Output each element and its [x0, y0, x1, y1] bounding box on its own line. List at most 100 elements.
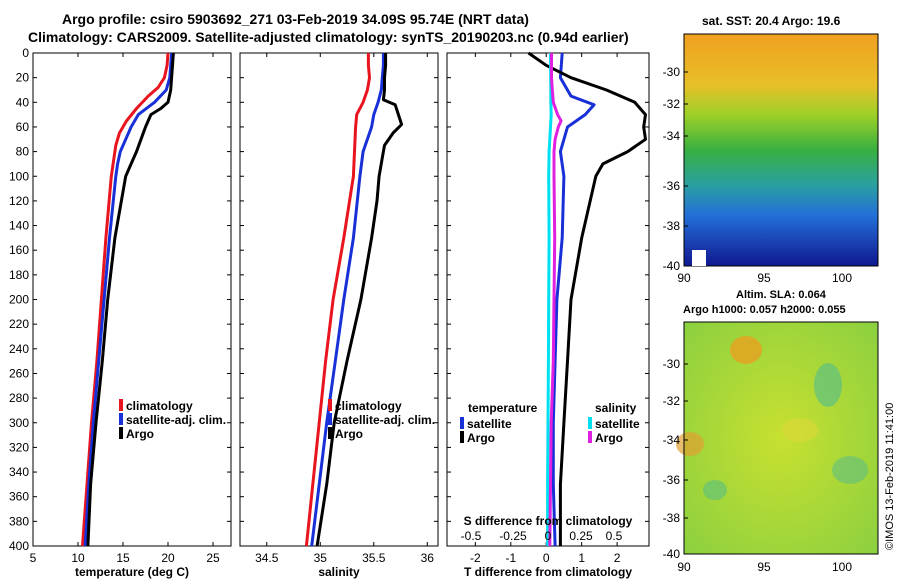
- y-tick-label: 60: [16, 120, 30, 134]
- x-tick-label: 1: [578, 551, 585, 565]
- y-tick-label: 320: [9, 440, 29, 454]
- y-tick-label: 0: [22, 46, 29, 60]
- series-line-climatology: [304, 53, 371, 547]
- map-lat-tick-label: -30: [663, 65, 681, 79]
- x-axis-label: salinity: [318, 565, 360, 579]
- x-tick-label-s: 0.25: [569, 529, 593, 543]
- x-axis-label: T difference from climatology: [464, 565, 632, 579]
- x-tick-label: 25: [206, 551, 220, 565]
- map-lat-tick-label: -34: [663, 129, 681, 143]
- y-tick-label: 40: [16, 95, 30, 109]
- x-tick-label: 20: [161, 551, 175, 565]
- y-tick-label: 380: [9, 514, 29, 528]
- legend-swatch: [588, 417, 592, 429]
- y-tick-label: 120: [9, 194, 29, 208]
- legend-label: satellite-adj. clim.: [126, 413, 226, 427]
- legend-label: Argo: [595, 431, 623, 445]
- y-tick-label: 280: [9, 391, 29, 405]
- y-tick-label: 160: [9, 243, 29, 257]
- chart-layer: 0204060801001201401601802002202402602803…: [9, 46, 852, 579]
- x-tick-label: 36: [421, 551, 435, 565]
- map-lon-tick-label: 90: [677, 560, 691, 574]
- x-tick-label: 34.5: [255, 551, 279, 565]
- x-tick-label-s: -0.25: [499, 529, 527, 543]
- temperature-plot-frame: [32, 52, 232, 547]
- figure-title-line2: Climatology: CARS2009. Satellite-adjuste…: [28, 29, 629, 45]
- sla-anomaly-low: [814, 363, 842, 407]
- series-line-t-argo: [527, 51, 647, 546]
- sla-anomaly-high: [676, 432, 704, 456]
- legend-label: Argo: [126, 427, 154, 441]
- y-tick-label: 340: [9, 465, 29, 479]
- sla-map-title-line1: Altim. SLA: 0.064: [736, 289, 826, 301]
- x-tick-label: 2: [614, 551, 621, 565]
- legend-swatch: [460, 417, 464, 429]
- map-lat-tick-label: -36: [663, 473, 681, 487]
- y-tick-label: 20: [16, 71, 30, 85]
- x-tick-label: 5: [30, 551, 37, 565]
- y-tick-label: 200: [9, 293, 29, 307]
- x-tick-label-s: -0.5: [461, 529, 482, 543]
- legend-label: climatology: [335, 399, 402, 413]
- legend-label: satellite-adj. clim.: [335, 413, 435, 427]
- legend-label: satellite: [595, 417, 640, 431]
- map-lon-tick-label: 100: [832, 271, 852, 285]
- x-tick-label: -1: [505, 551, 516, 565]
- y-tick-label: 360: [9, 490, 29, 504]
- sla-map-frame: [683, 321, 879, 555]
- map-lat-tick-label: -36: [663, 179, 681, 193]
- map-lat-tick-label: -40: [663, 259, 681, 273]
- x-tick-label: 35: [314, 551, 328, 565]
- y-tick-label: 400: [9, 539, 29, 553]
- map-lat-tick-label: -40: [663, 547, 681, 561]
- series-line-s-satellite: [546, 52, 553, 546]
- legend-label: Argo: [467, 431, 495, 445]
- sst-map: [683, 33, 879, 267]
- map-lat-tick-label: -34: [663, 433, 681, 447]
- y-tick-label: 100: [9, 169, 29, 183]
- legend-swatch: [328, 413, 332, 425]
- sst-map-frame: [683, 33, 879, 267]
- figure-title-line1: Argo profile: csiro 5903692_271 03-Feb-2…: [62, 11, 529, 27]
- sla-anomaly-high: [730, 336, 762, 364]
- legend-title-temperature: temperature: [468, 401, 538, 415]
- map-lat-tick-label: -38: [663, 219, 681, 233]
- x-tick-label: 10: [71, 551, 85, 565]
- legend-label: Argo: [335, 427, 363, 441]
- series-line-argo: [315, 53, 404, 547]
- x-tick-label: 35.5: [362, 551, 386, 565]
- salinity-plot-frame: [239, 52, 439, 547]
- series-line-s-argo: [548, 53, 563, 547]
- map-lon-tick-label: 90: [677, 271, 691, 285]
- y-tick-label: 80: [16, 145, 30, 159]
- legend-label: satellite: [467, 417, 512, 431]
- y-tick-label: 220: [9, 317, 29, 331]
- y-tick-label: 300: [9, 416, 29, 430]
- map-lat-tick-label: -38: [663, 511, 681, 525]
- map-lon-tick-label: 100: [832, 560, 852, 574]
- sla-anomaly-low: [703, 480, 727, 500]
- map-lat-tick-label: -32: [663, 97, 681, 111]
- series-line-argo: [86, 52, 175, 547]
- sla-anomaly-low: [832, 456, 868, 484]
- x-tick-label: 15: [116, 551, 130, 565]
- sst-map-title: sat. SST: 20.4 Argo: 19.6: [702, 14, 841, 28]
- sst-map-field: [684, 34, 878, 266]
- legend-swatch: [328, 427, 332, 439]
- y-tick-label: 260: [9, 366, 29, 380]
- series-line-satellite: [83, 52, 174, 547]
- legend-swatch: [119, 399, 123, 411]
- y-tick-label: 180: [9, 268, 29, 282]
- sst-map-land-gap: [692, 250, 706, 266]
- x-axis-label-top: S difference from climatology: [464, 514, 633, 528]
- legend-title-salinity: salinity: [595, 401, 637, 415]
- y-tick-label: 140: [9, 219, 29, 233]
- legend-swatch: [119, 427, 123, 439]
- map-lon-tick-label: 95: [757, 560, 771, 574]
- map-lat-tick-label: -30: [663, 357, 681, 371]
- map-lon-tick-label: 95: [757, 271, 771, 285]
- sla-anomaly-high: [782, 418, 818, 442]
- map-lat-tick-label: -32: [663, 394, 681, 408]
- x-tick-label-s: 0.5: [606, 529, 623, 543]
